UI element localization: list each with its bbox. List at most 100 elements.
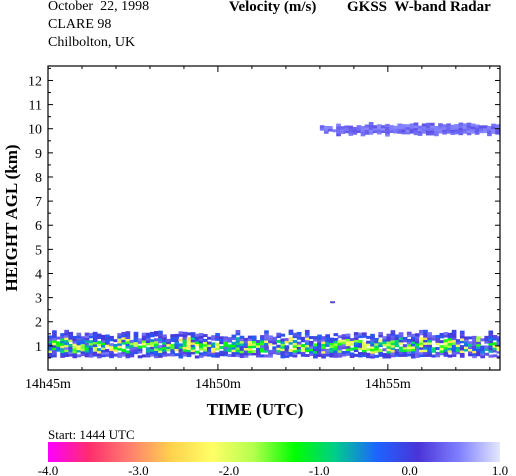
velocity-cell [101,339,106,343]
velocity-cell [101,354,106,358]
velocity-cell [394,334,400,338]
velocity-cell [288,341,294,345]
velocity-cell [300,339,306,343]
velocity-cell [109,335,114,339]
velocity-cell [353,334,359,338]
velocity-cell [406,346,412,350]
velocity-cell [427,346,432,350]
velocity-cell [149,339,155,343]
velocity-cell [68,334,74,338]
velocity-cell [154,333,159,337]
velocity-cell [435,337,441,341]
velocity-cell [166,338,171,342]
velocity-cell [329,340,335,344]
velocity-cell [333,345,339,349]
velocity-cell [474,126,480,130]
velocity-cell [317,344,322,348]
velocity-cell [378,353,384,357]
velocity-cell [495,131,500,135]
velocity-cell [472,355,477,359]
velocity-cell [394,351,400,355]
velocity-cell [239,335,245,339]
velocity-cell [492,347,498,351]
velocity-cell [381,125,386,129]
velocity-cell [223,346,229,350]
velocity-cell [423,341,428,345]
velocity-cell [284,345,290,349]
velocity-cell [329,349,335,353]
velocity-cell [313,353,318,357]
velocity-cell [451,349,457,353]
velocity-cell [88,342,94,346]
velocity-cell [374,354,379,358]
velocity-cell [101,337,106,341]
velocity-cell [333,352,339,356]
instrument-name: GKSS W-band Radar [347,0,491,15]
velocity-cell [141,344,147,348]
velocity-cell [439,352,445,356]
velocity-cell [202,348,208,352]
velocity-cell [381,130,386,134]
velocity-cell [251,342,257,346]
velocity-cell [378,344,384,348]
velocity-cell [264,339,269,343]
x-tick-label: 14h55m [365,377,411,392]
velocity-cell [304,334,310,338]
velocity-cell [80,343,86,347]
velocity-cell [394,339,400,343]
velocity-cell [466,132,472,136]
velocity-cell [255,352,261,356]
velocity-cell [52,347,57,351]
velocity-cell [260,342,265,346]
velocity-cell [141,337,147,341]
velocity-cell [117,347,123,351]
velocity-cell [353,336,359,340]
velocity-cell [429,132,435,136]
velocity-cell [182,331,188,335]
velocity-cell [451,351,457,355]
velocity-cell [419,332,424,336]
velocity-cell [345,335,351,339]
velocity-cell [423,339,428,343]
velocity-cell [309,336,314,340]
velocity-cell [190,339,196,343]
velocity-cell [96,333,102,337]
velocity-cell [109,352,114,356]
velocity-cell [80,350,86,354]
velocity-cell [447,344,453,348]
velocity-cell [345,345,351,349]
velocity-cell [272,346,277,350]
velocity-cell [470,128,476,132]
velocity-cell [101,334,106,338]
velocity-cell [231,344,237,348]
velocity-cell [434,130,439,134]
velocity-cell [68,353,74,357]
velocity-cell [227,337,233,341]
velocity-cell [423,353,428,357]
velocity-cell [96,352,102,356]
velocity-cell [313,338,318,342]
velocity-cell [296,344,302,348]
velocity-cell [423,334,428,338]
velocity-cell [419,354,424,358]
velocity-cell [374,337,379,341]
y-tick-label: 9 [35,147,42,162]
velocity-cell [447,332,453,336]
velocity-cell [80,348,86,352]
velocity-cell [276,344,282,348]
velocity-cell [349,342,355,346]
velocity-cell [425,125,431,129]
velocity-cell [304,346,310,350]
velocity-cell [64,344,69,348]
velocity-cell [48,347,53,351]
velocity-cell [292,342,298,346]
velocity-cell [353,332,359,336]
velocity-cell [235,339,241,343]
velocity-cell [137,338,143,342]
velocity-cell [483,127,488,131]
x-axis-label: TIME (UTC) [207,400,304,419]
velocity-cell [154,347,159,351]
velocity-cell [341,346,347,350]
velocity-cell [72,352,78,356]
velocity-cell [385,131,390,135]
